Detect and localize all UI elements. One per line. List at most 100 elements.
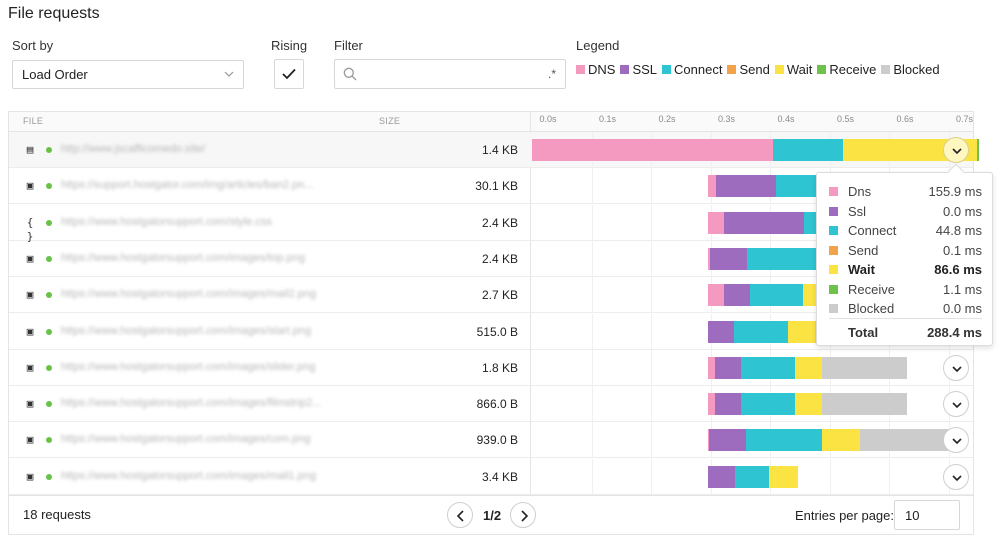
table-row[interactable]: ▣ https://www.hostgatorsupport.com/images… — [9, 458, 973, 495]
file-url[interactable]: https://www.hostgatorsupport.com/style.c… — [61, 215, 272, 228]
timing-segment-dns — [707, 393, 715, 416]
tooltip-row-receive: Receive 1.1 ms — [829, 281, 982, 299]
table-row[interactable]: { } https://www.hostgatorsupport.com/styl… — [9, 204, 973, 243]
timeline-tick-label: 0.2s — [658, 114, 676, 124]
rising-label: Rising — [271, 38, 308, 53]
table-row[interactable]: ▣ https://www.hostgatorsupport.com/images… — [9, 386, 973, 423]
timing-segment-receive — [976, 139, 979, 161]
timeline-separator — [530, 112, 531, 495]
tooltip-label: Wait — [848, 262, 875, 277]
timing-segment-wait — [794, 356, 822, 379]
file-url[interactable]: https://www.hostgatorsupport.com/images/… — [61, 324, 312, 337]
tooltip-separator — [829, 318, 982, 319]
legend-item-blocked: Blocked — [881, 62, 940, 77]
file-requests-table: FILE SIZE 0.0s 0.1s 0.2s 0.3s 0.4s 0.5s 0.6s 0.… — [8, 111, 979, 535]
timing-bar[interactable] — [707, 175, 819, 198]
timing-bar[interactable] — [707, 429, 954, 452]
legend-item-ssl: SSL — [620, 62, 657, 77]
timing-segment-connect — [747, 247, 819, 270]
next-page-button[interactable] — [510, 502, 536, 528]
table-row[interactable]: ▤ http://www.jscafficomedo.site/1.4 KB — [9, 132, 979, 168]
timing-bar[interactable] — [707, 211, 819, 234]
tooltip-row-ssl: Ssl 0.0 ms — [829, 203, 982, 221]
tooltip-value: 1.1 ms — [942, 281, 982, 297]
gridline — [591, 313, 593, 350]
file-size: 2.4 KB — [481, 251, 518, 266]
timing-bar[interactable] — [707, 356, 908, 379]
legend-item-connect: Connect — [662, 62, 722, 77]
status-dot — [46, 219, 52, 226]
file-url[interactable]: https://www.hostgatorsupport.com/images/… — [61, 251, 305, 264]
image-icon: ▣ — [26, 324, 34, 338]
sort-select[interactable]: Load Order — [12, 60, 244, 89]
gridline — [651, 386, 652, 423]
gridline — [651, 313, 652, 350]
image-icon: ▣ — [26, 251, 34, 265]
file-url[interactable]: https://www.hostgatorsupport.com/images/… — [61, 433, 311, 446]
timing-segment-ssl — [714, 393, 742, 416]
tooltip-label: Ssl — [848, 203, 867, 219]
legend-label: Legend — [576, 38, 620, 53]
timing-segment-ssl — [707, 465, 736, 488]
expand-button[interactable] — [943, 354, 969, 381]
file-url[interactable]: https://www.hostgatorsupport.com/images/… — [61, 469, 316, 482]
legend-label: Blocked — [893, 62, 940, 77]
gridline — [651, 277, 652, 314]
status-dot — [46, 364, 52, 371]
timing-segment-blocked — [859, 429, 954, 452]
file-url[interactable]: http://www.jscafficomedo.site/ — [61, 143, 206, 155]
tooltip-swatch — [829, 245, 838, 255]
filter-input[interactable]: .* — [334, 59, 566, 89]
tooltip-row-connect: Connect 44.8 ms — [829, 222, 982, 240]
legend-swatch — [662, 65, 672, 74]
expand-button[interactable] — [943, 463, 969, 490]
image-icon: ▣ — [26, 397, 34, 411]
expand-button[interactable] — [943, 427, 969, 454]
expand-button[interactable] — [943, 137, 969, 163]
gridline — [591, 422, 593, 459]
gridline — [829, 458, 831, 495]
tooltip-label: Send — [848, 242, 879, 258]
timing-bar[interactable] — [707, 320, 819, 343]
legend-swatch — [774, 65, 784, 74]
file-url[interactable]: https://www.hostgatorsupport.com/images/… — [61, 397, 322, 410]
file-size: 1.8 KB — [481, 360, 518, 375]
file-url[interactable]: https://support.hostgator.com/img/articl… — [61, 179, 314, 192]
timing-segment-dns — [707, 284, 724, 307]
chevron-right-icon — [521, 510, 529, 522]
timeline-tick-label: 0.7s — [955, 114, 974, 124]
regex-toggle[interactable]: .* — [547, 67, 556, 81]
timing-bar[interactable] — [707, 284, 819, 307]
gridline — [889, 458, 890, 495]
timing-bar[interactable] — [707, 393, 908, 416]
status-dot — [46, 401, 52, 408]
timing-bar[interactable] — [707, 247, 819, 270]
tooltip-label: Connect — [848, 223, 897, 238]
tooltip-swatch — [829, 284, 838, 294]
status-dot — [46, 473, 52, 480]
file-url[interactable]: https://www.hostgatorsupport.com/images/… — [61, 288, 316, 301]
chevron-left-icon — [456, 510, 464, 522]
tooltip-value: 0.1 ms — [942, 242, 982, 258]
timing-bar[interactable] — [532, 139, 979, 161]
prev-page-button[interactable] — [447, 502, 473, 528]
table-row[interactable]: ▣ https://www.hostgatorsupport.com/images… — [9, 349, 973, 386]
column-header-file[interactable]: FILE — [23, 116, 44, 126]
rising-checkbox[interactable] — [274, 59, 304, 89]
legend-swatch — [881, 65, 891, 74]
timing-segment-dns — [707, 247, 711, 270]
legend-label: Receive — [829, 62, 877, 77]
gridline — [651, 458, 652, 495]
legend-label: DNS — [588, 62, 616, 77]
entries-per-page-input[interactable]: 10 — [894, 500, 960, 530]
timeline-tick-label: 0.5s — [836, 114, 855, 124]
timing-bar[interactable] — [707, 465, 798, 488]
file-url[interactable]: https://www.hostgatorsupport.com/images/… — [61, 360, 316, 373]
document-icon: ▤ — [26, 143, 34, 156]
sort-select-value: Load Order — [22, 67, 88, 82]
gridline — [651, 204, 652, 241]
table-row[interactable]: ▣ https://www.hostgatorsupport.com/images… — [9, 422, 973, 459]
expand-button[interactable] — [943, 391, 969, 418]
tooltip-swatch — [829, 265, 838, 274]
column-header-size[interactable]: SIZE — [379, 116, 401, 126]
